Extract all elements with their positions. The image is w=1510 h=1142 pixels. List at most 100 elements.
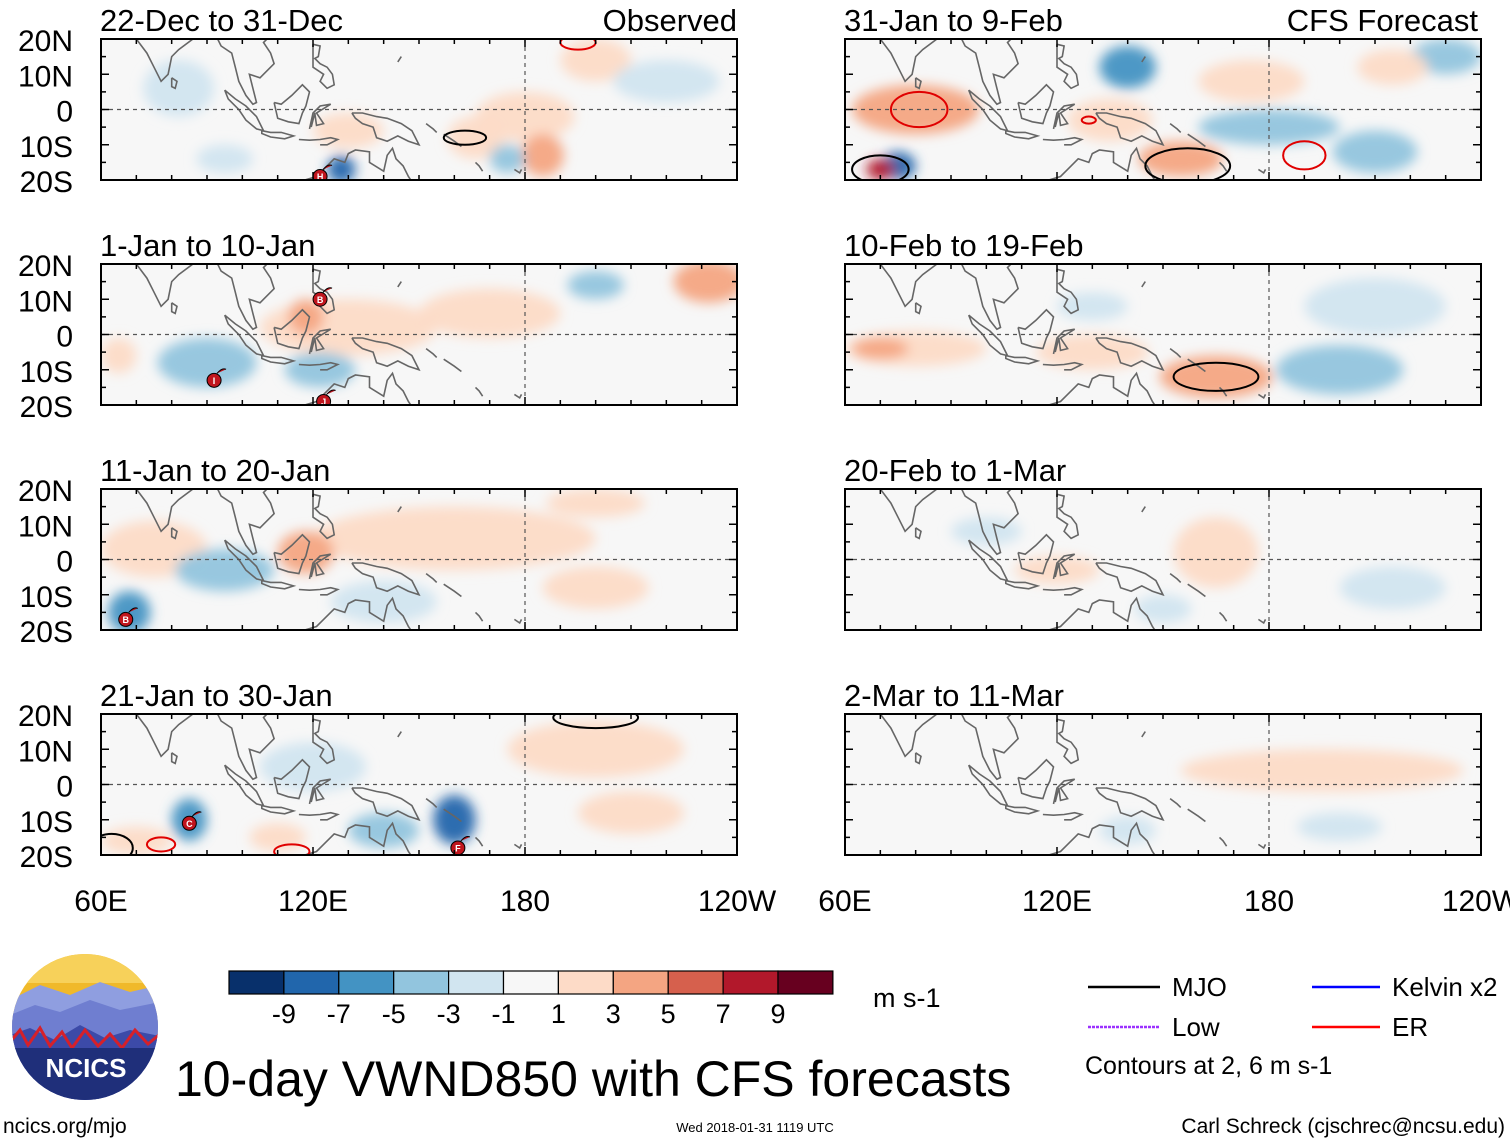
- coastlines: [135, 489, 523, 630]
- colorbar-label: 7: [716, 999, 731, 1029]
- coastline: [1052, 328, 1076, 355]
- y-tick-label: 0: [56, 771, 73, 804]
- tropical-cyclone-icon: B: [118, 607, 138, 627]
- colorbar-cell: [283, 970, 340, 995]
- anomaly-blob: [196, 144, 253, 173]
- coastline: [443, 808, 462, 823]
- anomaly-blob: [1099, 46, 1156, 89]
- footer-url: ncics.org/mjo: [3, 1115, 127, 1138]
- y-tick-label: 0: [56, 546, 73, 579]
- contour-er: [145, 836, 177, 853]
- colorbar: -9 -7 -5 -3 -1 1 3 5 7 9: [228, 970, 834, 1029]
- contour-mjo: [851, 154, 910, 180]
- coastline: [879, 489, 939, 533]
- coastline: [1005, 579, 1041, 590]
- coastline: [223, 89, 265, 132]
- coastline: [1169, 797, 1182, 808]
- coastline: [914, 302, 922, 315]
- y-tick-label: 0: [56, 96, 73, 129]
- coastline: [170, 527, 178, 540]
- coastline: [1017, 308, 1055, 350]
- coastlines: [879, 39, 1267, 180]
- colorbar-cell: [393, 970, 450, 995]
- main-title: 10-day VWND850 with CFS forecasts: [175, 1051, 1011, 1107]
- colorbar-cell: [557, 970, 614, 995]
- coastline: [1056, 268, 1080, 315]
- y-tick-label: 20N: [18, 700, 73, 733]
- coastline: [216, 714, 276, 781]
- coastline: [351, 337, 421, 372]
- coastline: [425, 347, 438, 358]
- contour-er: [273, 843, 311, 855]
- storm-letter: I: [213, 376, 216, 386]
- vwnd-field: CF: [101, 714, 737, 855]
- anomaly-blob: [330, 580, 437, 623]
- coastline: [513, 168, 523, 175]
- anomaly-blob: [1180, 749, 1464, 792]
- anomaly-blob: [521, 134, 564, 177]
- contour-er: [1282, 140, 1327, 171]
- anomaly-blob: [489, 144, 525, 173]
- coastline: [1141, 281, 1146, 288]
- coastlines: [879, 714, 1267, 855]
- panel-title: 20-Feb to 1-Mar: [844, 453, 1066, 488]
- x-tick-label: 180: [1244, 885, 1294, 918]
- tick-marks: [100, 713, 738, 856]
- coastline: [308, 778, 332, 805]
- coastline: [1042, 811, 1084, 821]
- y-tick-label: 10N: [18, 285, 73, 318]
- colorbar-cell: [667, 970, 724, 995]
- y-tick-label: 20S: [20, 166, 73, 199]
- coastline: [261, 354, 297, 365]
- y-tick-label: 20S: [20, 616, 73, 649]
- coastline: [914, 752, 922, 765]
- colorbar-units: m s-1: [873, 983, 941, 1013]
- coastline: [223, 539, 265, 582]
- coastline: [513, 618, 523, 625]
- legend-label-low: Low: [1172, 1012, 1220, 1042]
- anomaly-blob: [1057, 292, 1128, 321]
- coastline: [443, 583, 462, 598]
- coastline: [425, 122, 438, 133]
- colorbar-cell: [777, 970, 834, 995]
- tropical-cyclone-icon: I: [206, 368, 227, 388]
- tick-marks: [844, 488, 1482, 631]
- coastline: [1042, 136, 1084, 146]
- coastline: [170, 302, 178, 315]
- anomaly-blob: [175, 548, 275, 592]
- coastline: [1095, 562, 1165, 597]
- coastline: [273, 83, 311, 125]
- colorbar-label: -7: [327, 999, 351, 1029]
- column-label-forecast: CFS Forecast: [1287, 3, 1479, 38]
- coastline: [397, 506, 402, 513]
- coastline: [1046, 371, 1156, 405]
- coastline: [879, 39, 939, 83]
- coastline: [298, 586, 340, 596]
- coastline: [351, 112, 421, 147]
- coastline: [1169, 122, 1182, 133]
- anomaly-blob: [673, 264, 737, 303]
- coastline: [135, 714, 195, 758]
- coastline: [1257, 168, 1267, 175]
- coastline: [1095, 337, 1165, 372]
- coastline: [443, 358, 462, 373]
- y-tick-label: 10S: [20, 581, 73, 614]
- coastline: [135, 264, 195, 308]
- coastline: [397, 56, 402, 63]
- panel-6: 10-Feb to 19-Feb: [844, 228, 1482, 406]
- anomaly-blob: [852, 84, 980, 135]
- tick-marks: [844, 713, 1482, 856]
- coastline: [216, 489, 276, 556]
- anomaly-blob: [433, 795, 476, 845]
- coastlines: [879, 264, 1267, 405]
- coastline: [216, 39, 276, 106]
- coastline: [170, 752, 178, 765]
- coastline: [1095, 112, 1165, 147]
- tick-marks: [100, 488, 738, 631]
- coastline: [1187, 583, 1206, 598]
- coastline: [1046, 821, 1156, 855]
- coastline: [273, 758, 311, 800]
- y-tick-label: 10N: [18, 60, 73, 93]
